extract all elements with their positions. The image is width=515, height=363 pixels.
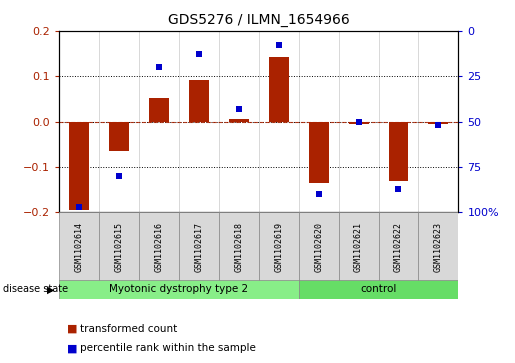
Bar [219, 212, 259, 281]
Bar [69, 122, 89, 210]
Text: ▶: ▶ [47, 285, 55, 294]
Text: transformed count: transformed count [80, 323, 177, 334]
Text: GSM1102616: GSM1102616 [154, 222, 163, 272]
Bar [308, 122, 329, 183]
Bar [179, 212, 219, 281]
Text: control: control [360, 285, 397, 294]
Bar [299, 280, 458, 299]
Bar [379, 212, 418, 281]
Bar [418, 212, 458, 281]
Text: GSM1102622: GSM1102622 [394, 222, 403, 272]
Bar [388, 122, 408, 180]
Bar [428, 122, 449, 124]
Bar [99, 212, 139, 281]
Bar [149, 98, 169, 122]
Title: GDS5276 / ILMN_1654966: GDS5276 / ILMN_1654966 [168, 13, 350, 27]
Bar [269, 57, 289, 122]
Bar [349, 122, 369, 124]
Text: GSM1102617: GSM1102617 [195, 222, 203, 272]
Text: disease state: disease state [3, 285, 67, 294]
Text: ■: ■ [67, 323, 77, 334]
Text: GSM1102615: GSM1102615 [115, 222, 124, 272]
Text: GSM1102621: GSM1102621 [354, 222, 363, 272]
Text: percentile rank within the sample: percentile rank within the sample [80, 343, 256, 354]
Bar [259, 212, 299, 281]
Bar [339, 212, 379, 281]
Bar [299, 212, 339, 281]
Text: GSM1102619: GSM1102619 [274, 222, 283, 272]
Bar [189, 80, 209, 122]
Bar [109, 122, 129, 151]
Bar [229, 119, 249, 122]
Bar [139, 212, 179, 281]
Text: GSM1102620: GSM1102620 [314, 222, 323, 272]
Text: GSM1102623: GSM1102623 [434, 222, 443, 272]
Bar [59, 212, 99, 281]
Text: GSM1102614: GSM1102614 [75, 222, 83, 272]
Bar [59, 280, 299, 299]
Text: Myotonic dystrophy type 2: Myotonic dystrophy type 2 [109, 285, 249, 294]
Text: ■: ■ [67, 343, 77, 354]
Text: GSM1102618: GSM1102618 [234, 222, 243, 272]
